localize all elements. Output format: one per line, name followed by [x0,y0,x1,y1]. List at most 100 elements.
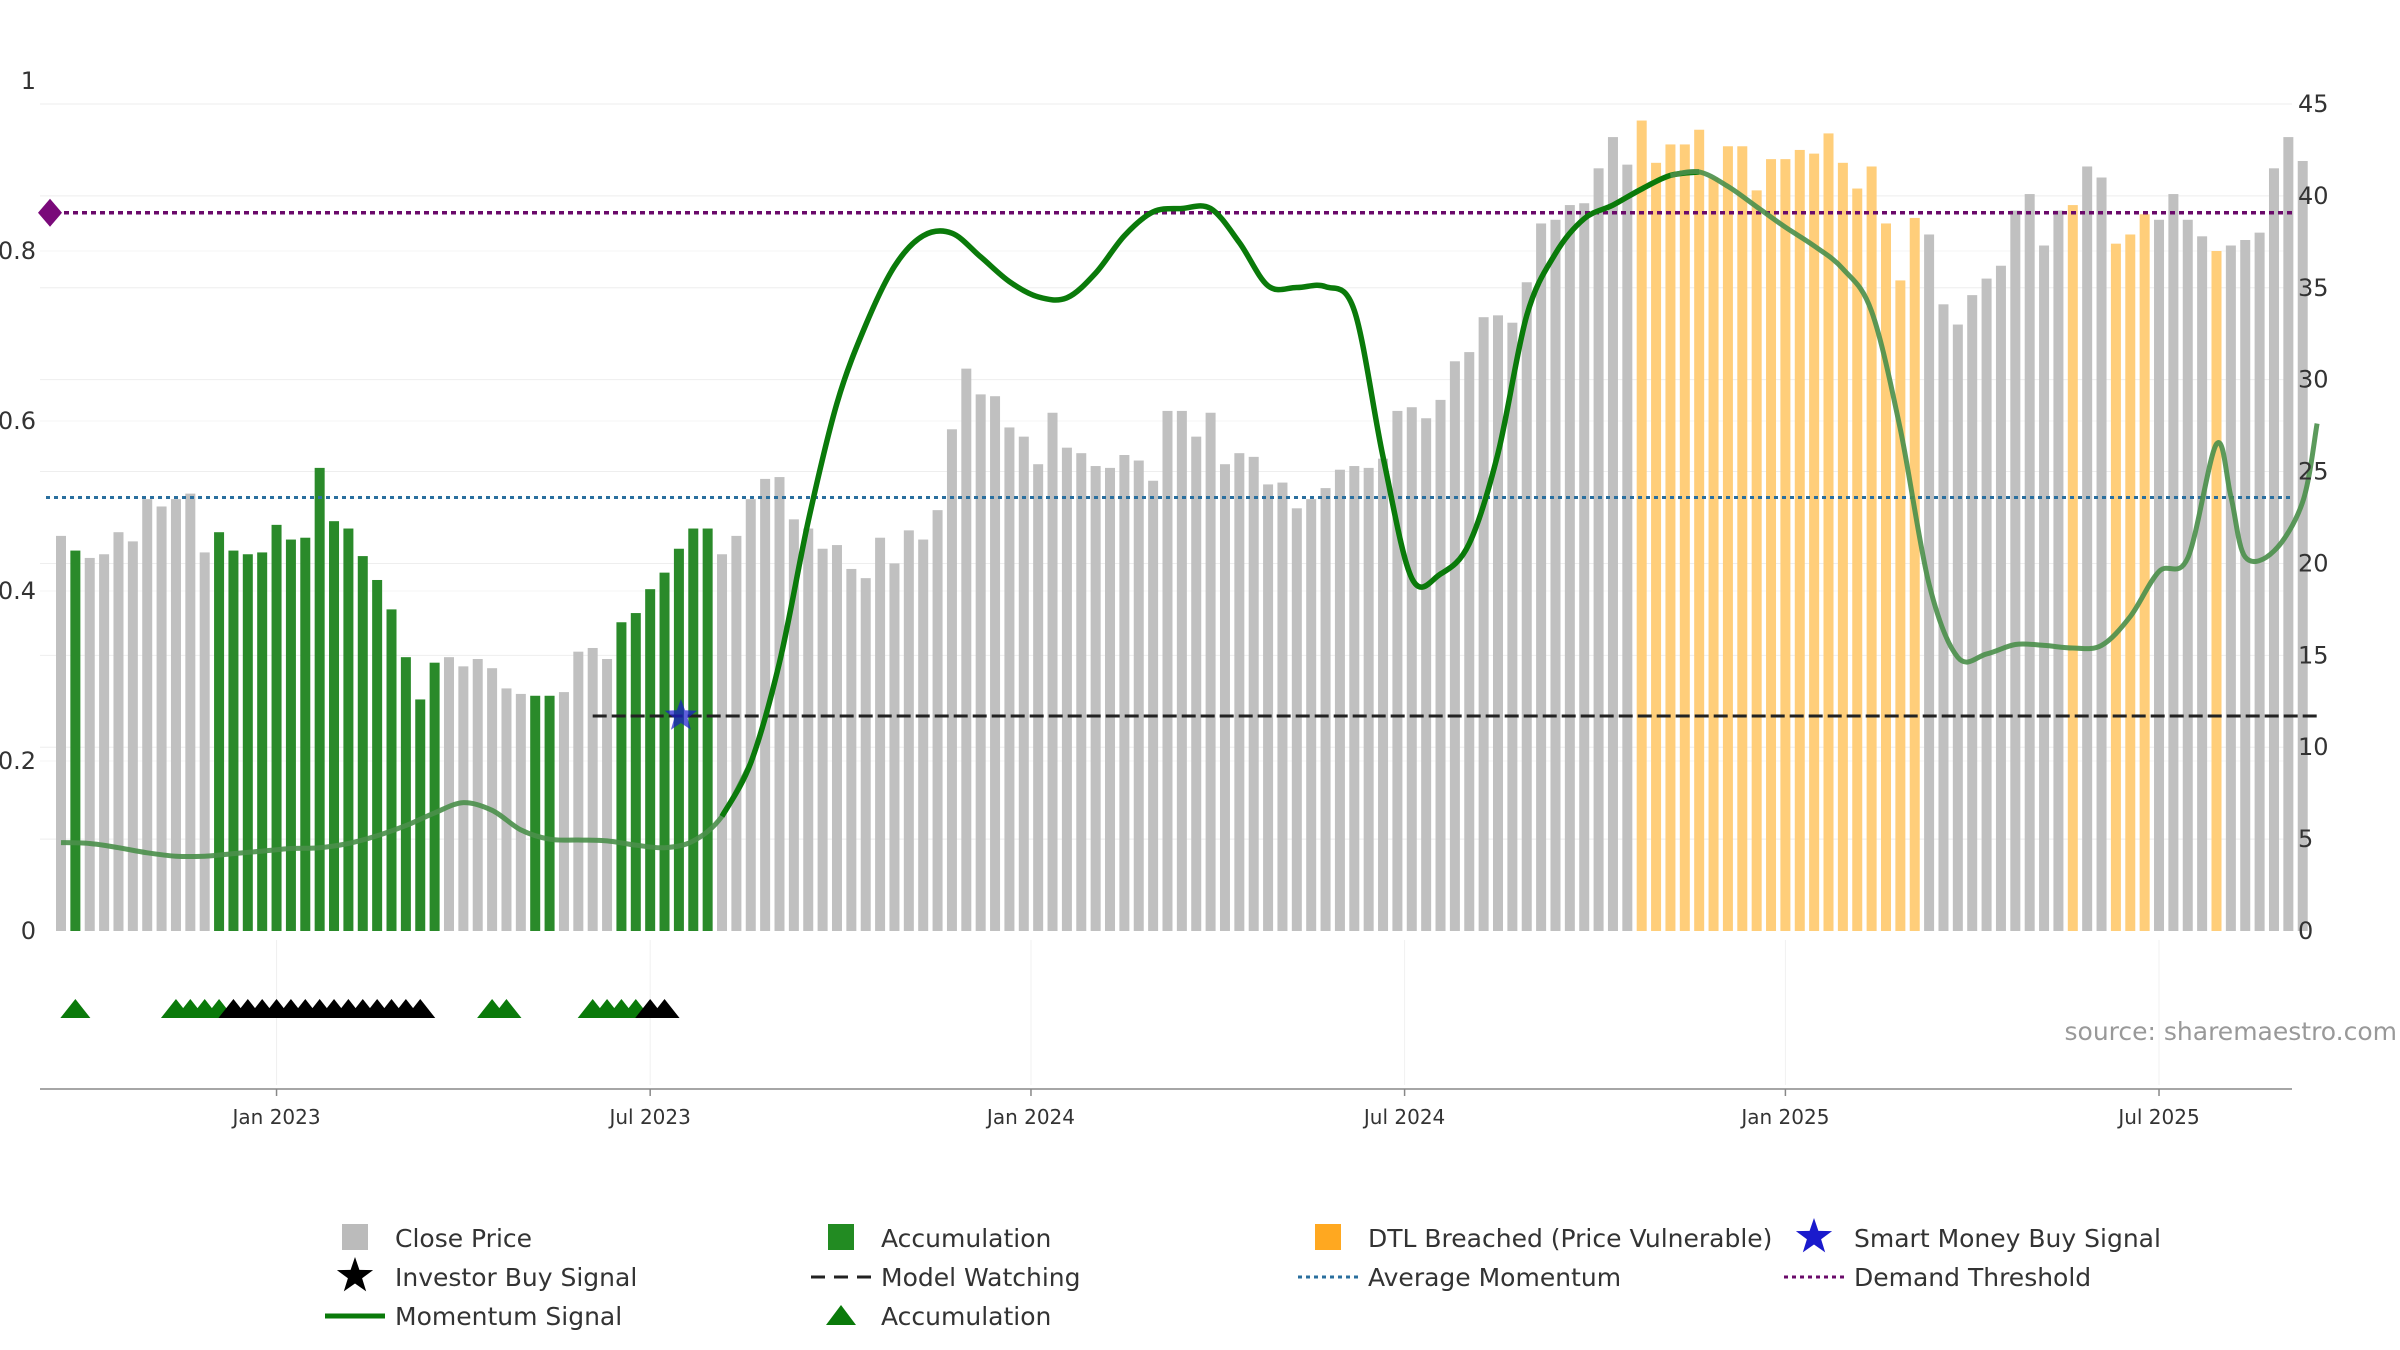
price-bar [1737,146,1748,931]
price-bar [99,554,110,931]
price-bar [1406,407,1417,931]
x-tick-label: Jul 2024 [1362,1105,1445,1129]
price-bar [645,589,656,931]
left-tick-label: 0.4 [0,577,36,605]
price-bar [70,550,81,931]
price-bar [788,519,799,931]
momentum-line-late [1669,169,2320,665]
legend-item: Investor Buy Signal [336,1257,637,1292]
legend-marker [1315,1224,1341,1250]
price-bar [127,541,138,931]
left-tick-label: 0.6 [0,407,36,435]
legend-item: Momentum Signal [325,1302,622,1331]
source-credit: source: sharemaestro.com [2065,1017,2398,1046]
price-bar [673,548,684,931]
investor-buy-triangle [405,999,436,1018]
signal-markers [60,699,698,1018]
price-bar [1751,190,1762,931]
accumulation-triangle [491,999,522,1018]
legend: Close Price Accumulation DTL Breached (Pri… [325,1218,2161,1331]
price-bar [2096,177,2107,931]
legend-label: Close Price [395,1224,532,1253]
legend-marker [342,1224,368,1250]
price-bar [1507,322,1518,931]
legend-item: Model Watching [811,1263,1081,1292]
price-bar [1435,399,1446,932]
price-bar [501,688,512,931]
price-bar [1176,410,1187,931]
price-bar [1219,464,1230,931]
price-bar [1823,133,1834,932]
price-bar [1277,482,1288,931]
right-tick-label: 45 [2298,90,2329,118]
price-bar [1938,304,1949,932]
price-bar [2139,214,2150,931]
price-bar [1464,352,1475,932]
price-bar [142,499,153,931]
price-bar [2240,239,2251,932]
price-bar [1794,149,1805,931]
price-bar [702,528,713,931]
price-bar [1047,412,1058,931]
price-bar [587,647,598,931]
price-bar [1607,137,1618,931]
momentum-line-early [60,761,754,860]
price-bar [544,695,555,931]
legend-label: Average Momentum [1368,1263,1621,1292]
price-bar [975,394,986,931]
x-tick-label: Jul 2023 [607,1105,690,1129]
price-bar [487,668,498,931]
right-tick-label: 30 [2298,366,2329,394]
price-bar [472,659,483,931]
price-bar [2010,210,2021,931]
price-bar [1967,295,1978,931]
x-tick-label: Jul 2025 [2116,1105,2199,1129]
legend-label: Investor Buy Signal [395,1263,637,1292]
price-bars [56,120,2308,932]
x-tick-label: Jan 2023 [231,1105,321,1129]
price-bar [372,579,383,931]
left-tick-label: 0 [21,917,36,945]
price-bar [357,556,368,931]
price-bar [1248,456,1259,931]
price-bar [2082,166,2093,932]
price-bar [932,510,943,931]
legend-label: Accumulation [881,1224,1051,1253]
price-bar [1895,280,1906,932]
price-bar [602,659,613,931]
price-bar [1866,166,1877,932]
price-bar [1392,410,1403,931]
price-bar [343,528,354,931]
price-bar [2182,219,2193,931]
legend-item: Close Price [342,1224,532,1253]
right-tick-label: 40 [2298,182,2329,210]
legend-item: Smart Money Buy Signal [1795,1218,2161,1253]
price-bar [1033,464,1044,931]
price-bar [1708,177,1719,931]
price-bar [1780,159,1791,932]
left-tick-label: 0.8 [0,237,36,265]
price-bar [946,429,957,931]
price-bar [1665,144,1676,932]
price-bar [2039,245,2050,931]
price-bar [616,622,627,931]
price-bar [1995,265,2006,931]
price-bar [1090,466,1101,931]
price-bar [2125,234,2136,931]
price-bar [717,554,728,931]
price-bar [285,539,296,931]
price-bar [573,651,584,931]
legend-label: Momentum Signal [395,1302,622,1331]
price-bar [1133,460,1144,931]
price-bar [1076,453,1087,931]
price-bar [185,493,196,931]
price-bar [113,532,124,931]
price-bar [1837,162,1848,931]
price-bar [846,568,857,931]
price-bar [2067,205,2078,932]
price-bar [199,552,210,931]
price-bar [2225,245,2236,931]
price-bar [329,521,340,931]
price-bar [875,537,886,931]
